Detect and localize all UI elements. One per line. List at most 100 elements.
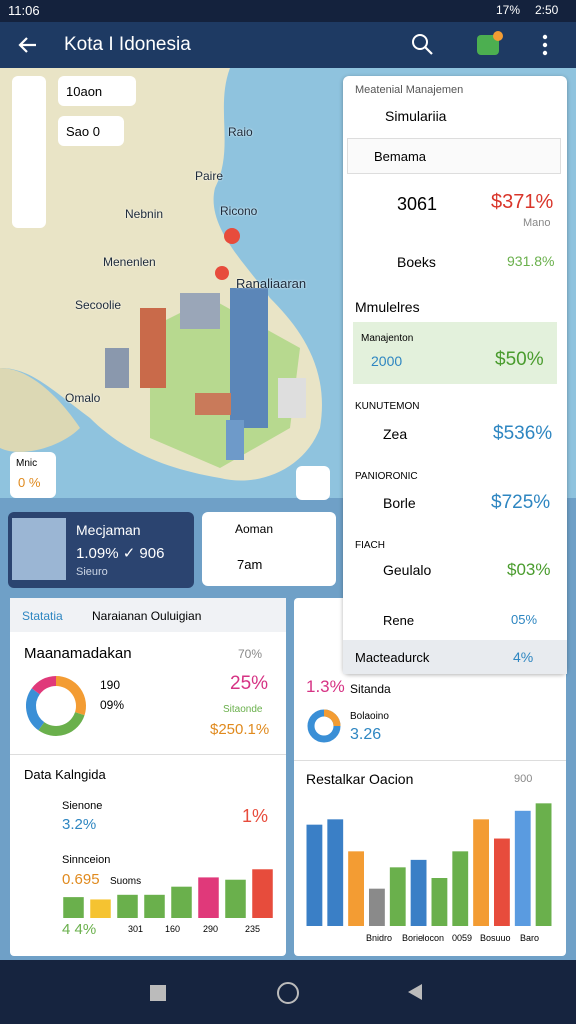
- navigate-button[interactable]: [296, 466, 330, 500]
- home-button[interactable]: [277, 982, 299, 1004]
- back-button[interactable]: [16, 34, 40, 56]
- row-value: $371%: [491, 191, 554, 213]
- bar: [144, 894, 165, 918]
- bar-chart: [306, 803, 552, 926]
- card-subtitle: Sieuro: [76, 566, 108, 578]
- map-label: Raio: [228, 125, 253, 139]
- tab-bar: [10, 598, 286, 632]
- sub-label: Sitaonde: [223, 704, 263, 715]
- map-label: Ranaliaaran: [236, 276, 307, 291]
- chart-value: 900: [514, 773, 533, 785]
- bar: [452, 851, 469, 926]
- donut-label: 190: [100, 678, 121, 692]
- axis-label: 301: [128, 924, 144, 934]
- highlight-title: Manajenton: [361, 333, 414, 344]
- bar: [90, 899, 111, 918]
- group-heading: KUNUTEMON: [355, 401, 420, 412]
- menu-button[interactable]: [538, 34, 552, 56]
- item-value: 3.2%: [62, 816, 97, 833]
- extra-value: 4%: [513, 649, 534, 665]
- app-bar: Kota I Idonesia: [0, 22, 576, 68]
- panel-dropdown[interactable]: Simulariia: [385, 108, 447, 124]
- card-title: Mecjaman: [76, 522, 141, 538]
- axis-label: Baro: [520, 933, 540, 943]
- bar: [494, 838, 510, 926]
- map-label: Ricono: [220, 204, 258, 218]
- panel-sub-label: Bolaoino: [350, 711, 389, 722]
- nav-bar: [0, 960, 576, 1024]
- card-title: Aoman: [235, 522, 274, 536]
- highlight-value: $50%: [495, 349, 544, 370]
- bar: [198, 877, 219, 918]
- search-button[interactable]: [410, 32, 436, 58]
- card-time: 7am: [237, 557, 263, 572]
- donut-segment: [26, 688, 45, 731]
- axis-label: 235: [245, 924, 261, 934]
- card-stats: 1.09% ✓ 906: [76, 545, 165, 562]
- bar: [473, 819, 489, 926]
- place-card[interactable]: Mecjaman 1.09% ✓ 906 Sieuro: [8, 512, 194, 588]
- item-label: Sienone: [62, 800, 103, 812]
- donut-chart: [26, 676, 86, 736]
- item-value: 4 4%: [62, 921, 97, 938]
- axis-label: Bosuuo: [480, 933, 511, 943]
- panel-header: Meatenial Manajemen: [355, 84, 464, 96]
- axis-label: Borie: [402, 933, 424, 943]
- bar: [348, 851, 364, 926]
- bar: [225, 879, 246, 918]
- time-card[interactable]: Aoman 7am: [202, 512, 336, 586]
- bar: [117, 894, 138, 918]
- place-image: [12, 518, 66, 580]
- bar-chart: [63, 869, 273, 918]
- bar: [369, 888, 385, 926]
- panel-value: 1.3%: [306, 677, 345, 696]
- recent-button[interactable]: [150, 985, 166, 1001]
- sub-value: $250.1%: [210, 721, 270, 738]
- stats-panel: Statatia Naraianan Ouluigian Maanamadaka…: [10, 598, 286, 956]
- donut-label: 09%: [100, 698, 125, 712]
- group-value: $725%: [491, 492, 551, 513]
- axis-label: Iocon: [422, 933, 445, 943]
- item-extra: 1%: [242, 806, 269, 826]
- bar: [306, 824, 323, 926]
- map-dropdown[interactable]: Sao 0: [58, 116, 124, 146]
- map-label: Nebnin: [125, 207, 164, 221]
- bar: [389, 867, 406, 926]
- back-nav-button[interactable]: [406, 982, 424, 1002]
- stats-title: Maanamadakan: [24, 645, 132, 662]
- map-dropdown-text: 10aon: [66, 84, 103, 99]
- tab[interactable]: Naraianan Ouluigian: [92, 609, 202, 623]
- tab[interactable]: Statatia: [22, 609, 63, 623]
- item-label: Sinnceion: [62, 854, 111, 866]
- donut-segment: [31, 676, 57, 695]
- map-badge[interactable]: Mnic 0 %: [10, 452, 56, 498]
- map-dropdown[interactable]: 10aon: [58, 76, 136, 106]
- app-icon[interactable]: [474, 30, 504, 60]
- row-value: 931.8%: [507, 253, 555, 269]
- section-title: Mmulelres: [355, 299, 420, 315]
- stats-title-value: 70%: [238, 647, 263, 661]
- donut-segment: [55, 676, 86, 716]
- badge-value: 0 %: [18, 475, 41, 490]
- axis-label: 160: [165, 924, 181, 934]
- selected-row[interactable]: Macteadurck 4%: [343, 640, 567, 674]
- clock: 2:50: [535, 3, 559, 17]
- bar: [514, 810, 531, 926]
- time: 11:06: [8, 3, 40, 18]
- search-box[interactable]: Bemama: [347, 138, 561, 174]
- list-title: Data Kalngida: [24, 767, 106, 782]
- status-bar: 11:06 17% 2:50: [0, 0, 576, 22]
- bar: [252, 869, 273, 918]
- chart-title: Restalkar Oacion: [306, 771, 414, 787]
- bar: [171, 886, 192, 918]
- search-text: Bemama: [374, 149, 427, 164]
- app-title: Kota I Idonesia: [64, 34, 191, 55]
- map-label: Menenlen: [103, 255, 156, 269]
- highlight-box[interactable]: Manajenton 2000 $50%: [353, 322, 557, 384]
- group-label: Geulalo: [383, 562, 432, 578]
- map-tools[interactable]: [12, 76, 46, 228]
- bar: [535, 803, 552, 926]
- extra-label: Macteadurck: [355, 650, 430, 665]
- axis-label: 0059: [452, 933, 473, 943]
- map-dropdown-text: Sao 0: [66, 124, 100, 139]
